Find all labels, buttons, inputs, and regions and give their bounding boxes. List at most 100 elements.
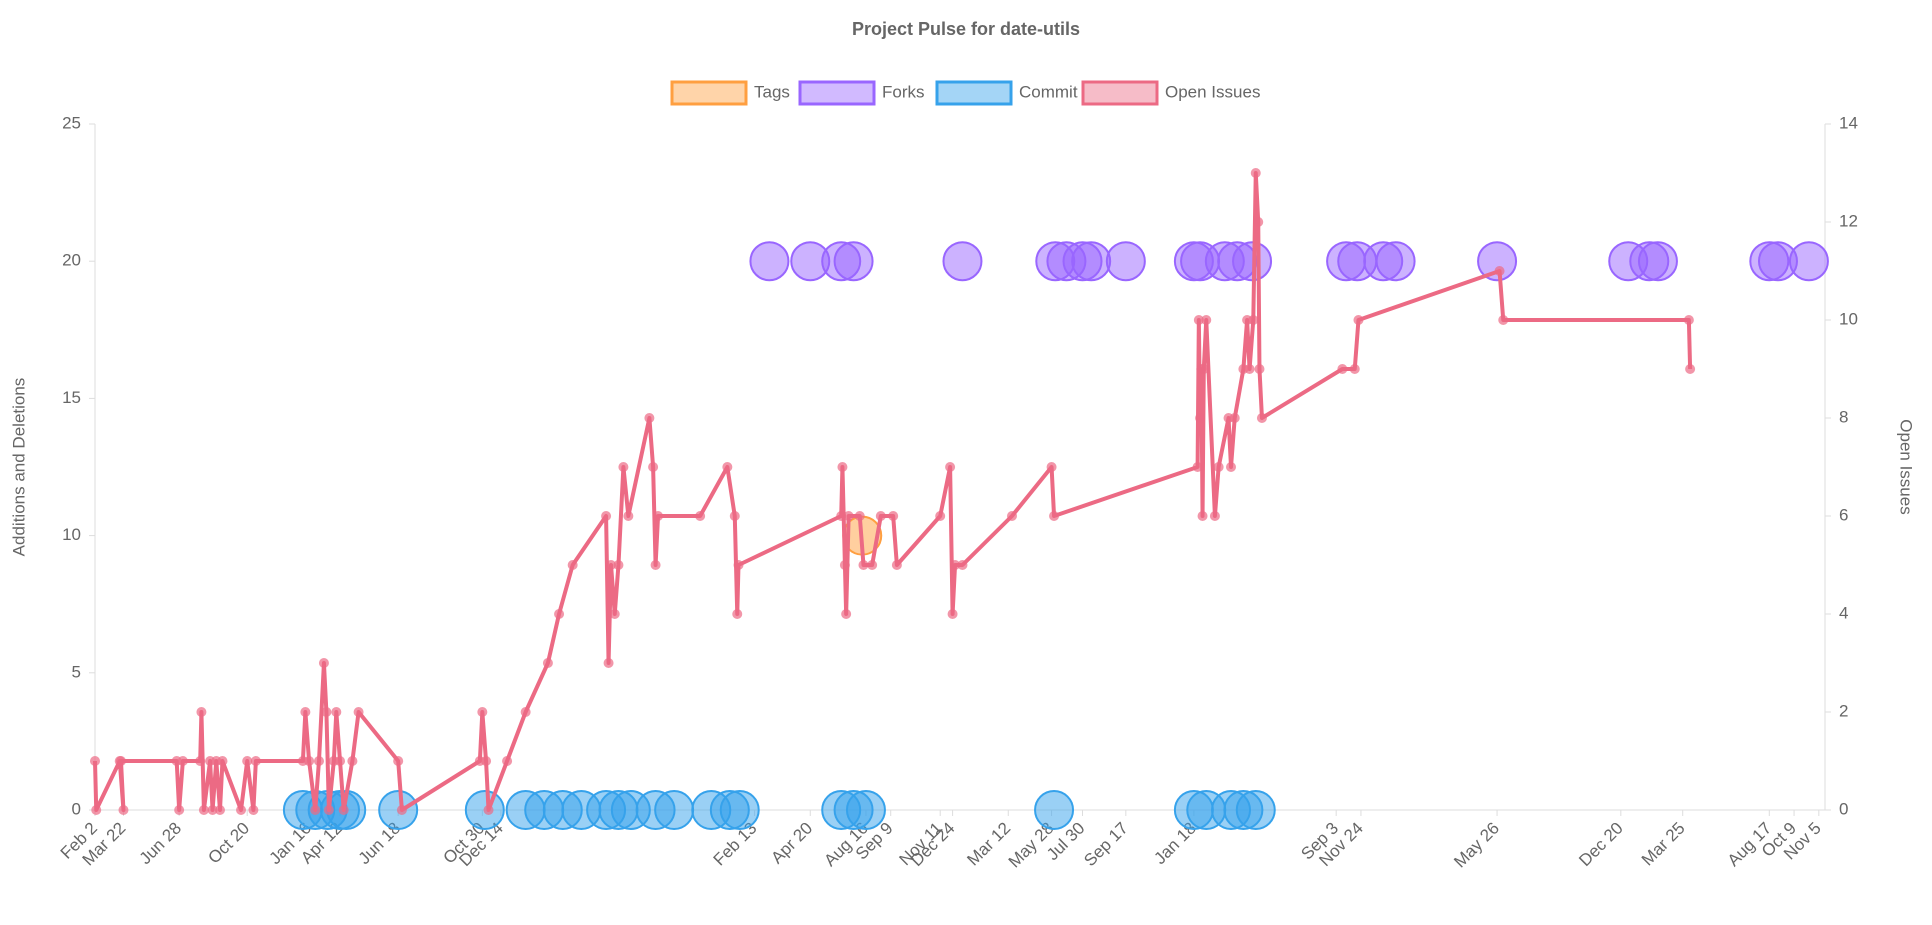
- line-point: [1006, 511, 1017, 521]
- line-point: [542, 658, 553, 668]
- line-point: [935, 511, 946, 521]
- line-point: [841, 609, 852, 619]
- line-point: [1253, 217, 1264, 227]
- x-tick-label: Sep 17: [1080, 819, 1132, 871]
- line-point: [236, 805, 247, 815]
- y2-tick-label: 4: [1839, 603, 1848, 622]
- line-point: [957, 560, 968, 570]
- line-point: [481, 756, 492, 766]
- line-point: [1337, 364, 1348, 374]
- x-tick-label: Mar 12: [963, 819, 1014, 870]
- line-point: [1198, 364, 1209, 374]
- line-point: [888, 511, 899, 521]
- line-point: [1193, 315, 1204, 325]
- y2-axis-title: Open Issues: [1897, 419, 1916, 514]
- y-axis-title: Additions and Deletions: [9, 378, 28, 557]
- line-point: [1498, 315, 1509, 325]
- legend-label: Forks: [882, 82, 925, 101]
- x-tick-label: Jun 28: [136, 819, 186, 869]
- line-point: [653, 511, 664, 521]
- line-point: [1685, 364, 1696, 374]
- y2-tick-label: 12: [1839, 211, 1858, 230]
- line-point: [1250, 168, 1261, 178]
- line-point: [502, 756, 513, 766]
- line-point: [867, 560, 878, 570]
- line-point: [195, 756, 206, 766]
- y2-tick-label: 2: [1839, 701, 1848, 720]
- chart-title: Project Pulse for date-utils: [852, 19, 1080, 39]
- line-point: [520, 707, 531, 717]
- line-point: [950, 560, 961, 570]
- bubble: [1235, 790, 1276, 830]
- bubble: [1477, 241, 1518, 282]
- legend-label: Tags: [754, 82, 790, 101]
- line-point: [1256, 413, 1267, 423]
- legend-label: Commit: [1019, 82, 1078, 101]
- line-point: [214, 805, 225, 815]
- line-point: [248, 805, 259, 815]
- line-point: [304, 756, 315, 766]
- legend-swatch: [935, 80, 1013, 106]
- line-point: [945, 462, 956, 472]
- x-tick-label: Mar 25: [1638, 819, 1689, 870]
- line-point: [1683, 315, 1694, 325]
- bubble: [1071, 241, 1112, 282]
- line-point: [947, 609, 958, 619]
- line-point: [695, 511, 706, 521]
- line-point: [732, 609, 743, 619]
- line-point: [1049, 511, 1060, 521]
- y2-tick-label: 10: [1839, 309, 1858, 328]
- line-point: [1229, 413, 1240, 423]
- bubble: [845, 790, 886, 830]
- line-point: [393, 756, 404, 766]
- line-point: [836, 511, 847, 521]
- y-tick-label: 25: [62, 113, 81, 132]
- line-point: [1353, 315, 1364, 325]
- line-point: [644, 413, 655, 423]
- line-point: [118, 805, 129, 815]
- line-point: [609, 609, 620, 619]
- line-point: [603, 658, 614, 668]
- line-point: [90, 756, 100, 766]
- line-point: [1349, 364, 1360, 374]
- line-point: [858, 560, 869, 570]
- line-point: [483, 805, 494, 815]
- y-tick-label: 0: [72, 799, 81, 818]
- bubble: [654, 790, 695, 830]
- y2-tick-label: 14: [1839, 113, 1858, 132]
- line-point: [891, 560, 902, 570]
- line-point: [1201, 315, 1212, 325]
- bubble: [1034, 790, 1075, 830]
- y-tick-label: 20: [62, 251, 81, 270]
- x-tick-label: Apr 20: [767, 819, 816, 868]
- line-point: [1192, 462, 1203, 472]
- line-point: [1244, 364, 1255, 374]
- line-point: [300, 707, 311, 717]
- line-point: [313, 756, 324, 766]
- bubble: [1375, 241, 1416, 282]
- line-point: [177, 756, 188, 766]
- line-point: [318, 658, 329, 668]
- line-point: [115, 756, 126, 766]
- line-point: [242, 756, 253, 766]
- bubble: [1105, 241, 1146, 282]
- line-point: [1209, 511, 1220, 521]
- line-point: [174, 805, 185, 815]
- y-tick-label: 10: [62, 525, 81, 544]
- legend-swatch: [798, 80, 876, 106]
- line-point: [554, 609, 565, 619]
- bubble: [833, 241, 874, 282]
- line-point: [601, 511, 612, 521]
- y2-tick-label: 0: [1839, 799, 1848, 818]
- line-point: [650, 560, 661, 570]
- line-point: [854, 511, 865, 521]
- line-point: [837, 462, 848, 472]
- line-point: [207, 805, 218, 815]
- bubble: [1788, 241, 1829, 282]
- x-tick-label: Dec 20: [1575, 819, 1627, 871]
- bubble: [942, 241, 983, 282]
- line-point: [321, 707, 332, 717]
- line-point: [347, 756, 358, 766]
- line-point: [91, 805, 102, 815]
